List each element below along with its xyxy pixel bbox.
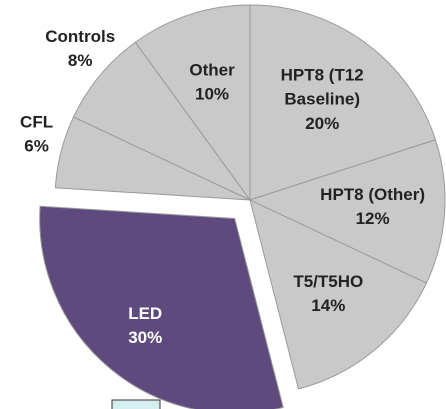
pie-slice: [249, 199, 428, 390]
slice-label: Controls: [45, 27, 115, 46]
slice-label: HPT8 (T12 Baseline): [281, 66, 364, 109]
pie-slice: [134, 4, 251, 202]
slice-label: LED: [128, 304, 162, 323]
slice-value-label: 12%: [356, 209, 390, 228]
slice-value-label: 10%: [195, 85, 229, 104]
slice-label: HPT8 (Other): [320, 185, 425, 204]
slice-label: Other: [189, 61, 235, 80]
slice-label: CFL: [20, 113, 53, 132]
pie-slice: [39, 205, 284, 409]
pie-slice: [72, 41, 251, 201]
slice-value-label: 6%: [24, 137, 49, 156]
slice-label: T5/T5HO: [293, 272, 363, 291]
slice-value-label: 20%: [305, 114, 339, 133]
slice-value-label: 30%: [128, 328, 162, 347]
slice-value-label: 8%: [68, 51, 93, 70]
legend-swatch: [111, 399, 161, 409]
pie-slice: [248, 139, 446, 284]
pie-slice: [249, 4, 437, 201]
slice-value-label: 14%: [311, 296, 345, 315]
